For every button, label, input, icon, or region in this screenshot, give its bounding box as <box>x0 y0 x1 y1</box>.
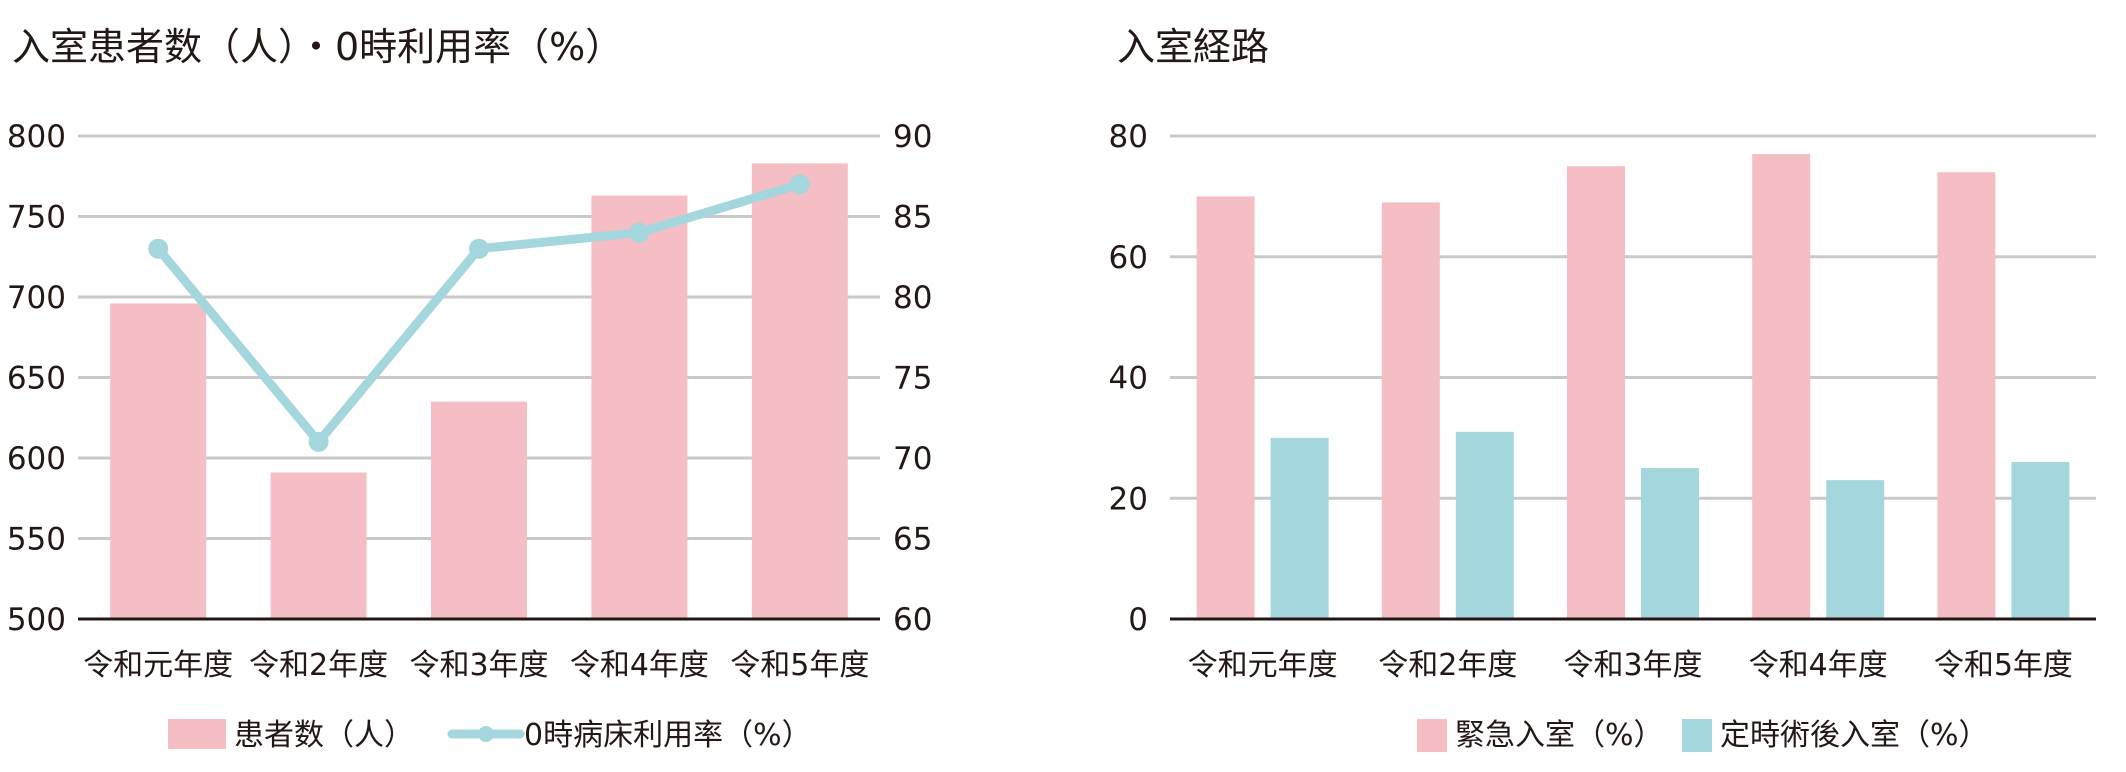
chart1-legend: 患者数（人） 0時病床利用率（%） <box>168 718 812 753</box>
chart1-bar-patients <box>591 195 688 619</box>
chart2-title: 入室経路 <box>1117 25 1269 69</box>
chart2-bar-emergency <box>1567 166 1625 619</box>
chart2-y-tick: 40 <box>1109 361 1148 397</box>
chart1-bar-patients <box>431 401 527 619</box>
chart1-point-occupancy <box>308 431 329 452</box>
chart2-bar-scheduled <box>1826 480 1885 619</box>
legend-label-patients: 患者数（人） <box>234 718 414 753</box>
chart1-y2-tick: 75 <box>893 361 932 397</box>
chart2-legend: 緊急入室（%） 定時術後入室（%） <box>1417 718 1989 753</box>
chart1-point-occupancy <box>148 238 169 259</box>
chart1-y-tick: 650 <box>7 361 66 397</box>
chart2-y-tick: 0 <box>1128 602 1148 638</box>
chart2-bar-scheduled <box>1455 431 1514 619</box>
chart1-bar-patients <box>751 163 848 619</box>
legend-marker-occupancy <box>478 726 494 742</box>
chart2-category-label: 令和3年度 <box>1563 648 1702 683</box>
chart1-category-label: 令和元年度 <box>83 648 233 683</box>
chart1-bar-patients <box>270 472 367 619</box>
chart1-y-tick: 500 <box>7 602 66 638</box>
chart1-point-occupancy <box>629 222 650 243</box>
chart1-y2-tick: 65 <box>893 522 932 558</box>
chart2-category-label: 令和元年度 <box>1188 648 1338 683</box>
chart1-category-label: 令和2年度 <box>249 648 388 683</box>
chart1-y-tick: 600 <box>7 441 66 477</box>
chart1-category-label: 令和3年度 <box>409 648 548 683</box>
chart1-y-tick: 800 <box>7 119 66 155</box>
chart1-y-tick: 550 <box>7 522 66 558</box>
legend-swatch-scheduled <box>1682 719 1712 752</box>
chart1-plot: 500 550 600 650 700 750 800 60 65 70 75 80 85 90 令和元年度… <box>7 119 933 683</box>
chart1-y2-tick: 80 <box>893 280 932 316</box>
chart2-bar-scheduled <box>1270 437 1329 619</box>
chart2-bar-emergency <box>1381 202 1440 619</box>
chart2-category-label: 令和4年度 <box>1749 648 1888 683</box>
legend-swatch-emergency <box>1417 719 1447 752</box>
chart1-y2-tick: 60 <box>893 602 932 638</box>
chart2-bar-scheduled <box>1641 468 1699 619</box>
chart1-bar-patients <box>110 303 207 619</box>
legend-label-occupancy: 0時病床利用率（%） <box>524 718 812 753</box>
chart2-category-label: 令和2年度 <box>1378 648 1517 683</box>
chart1-y2-tick: 90 <box>893 119 932 155</box>
chart2-plot: 0 20 40 60 80 令和元年度 令和2年度 令和3年度 令和4年度 令和5年度 <box>1109 119 2096 683</box>
chart1-point-occupancy <box>789 174 810 195</box>
chart2-bar-emergency <box>1752 154 1811 620</box>
chart1-y2-tick: 85 <box>893 200 932 236</box>
chart1-y-tick: 700 <box>7 280 66 316</box>
legend-label-scheduled: 定時術後入室（%） <box>1720 718 1989 753</box>
chart2-y-tick: 80 <box>1109 119 1148 155</box>
chart1-category-label: 令和5年度 <box>730 648 869 683</box>
chart1-title: 入室患者数（人）・0時利用率（%） <box>12 25 623 69</box>
chart1-category-label: 令和4年度 <box>570 648 709 683</box>
chart2-bar-scheduled <box>2011 462 2070 619</box>
chart2-y-tick: 20 <box>1109 481 1148 517</box>
chart2-y-tick: 60 <box>1109 240 1148 276</box>
legend-swatch-patients <box>168 719 226 749</box>
chart1-y2-tick: 70 <box>893 441 932 477</box>
chart2-bar-emergency <box>1937 172 1996 619</box>
chart1-point-occupancy <box>469 238 489 259</box>
chart1-y-tick: 750 <box>7 200 66 236</box>
chart2-bar-emergency <box>1196 196 1255 619</box>
legend-label-emergency: 緊急入室（%） <box>1455 718 1664 753</box>
chart2-category-label: 令和5年度 <box>1934 648 2073 683</box>
